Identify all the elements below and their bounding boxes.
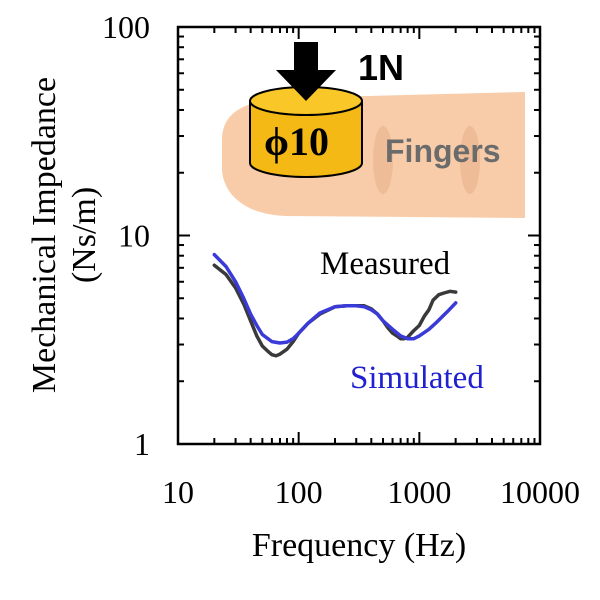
x-axis-title: Frequency (Hz) — [252, 527, 466, 564]
cylinder-body — [249, 100, 363, 178]
x-tick-label: 10 — [162, 474, 194, 510]
fingers-label: Fingers — [385, 133, 501, 169]
y-tick-label: 1 — [134, 426, 150, 462]
axis-ticks — [177, 27, 540, 445]
finger-illustration: Fingers ϕ10 1N — [222, 42, 525, 218]
x-tick-label: 100 — [275, 474, 323, 510]
contactor-cylinder: ϕ10 — [249, 86, 363, 178]
finger-joint-shade-2 — [460, 126, 480, 194]
y-axis-title-line2: (Ns/m) — [66, 187, 103, 283]
finger-joint-shade — [373, 126, 393, 194]
measured-label: Measured — [320, 246, 451, 282]
x-tick-label: 1000 — [387, 474, 451, 510]
y-tick-label: 100 — [102, 9, 150, 45]
simulated-label: Simulated — [350, 360, 484, 396]
y-tick-label: 10 — [118, 218, 150, 254]
diameter-label: ϕ10 — [264, 119, 329, 164]
force-arrow-icon — [276, 42, 336, 101]
series-line-simulated — [212, 252, 458, 345]
series-layer — [212, 252, 458, 358]
force-label: 1N — [358, 47, 404, 88]
tick-labels: 10 100 1000 10000 1 10 100 — [102, 9, 580, 510]
x-tick-label: 10000 — [500, 474, 580, 510]
y-axis-title-line1: Mechanical Impedance — [26, 77, 63, 393]
